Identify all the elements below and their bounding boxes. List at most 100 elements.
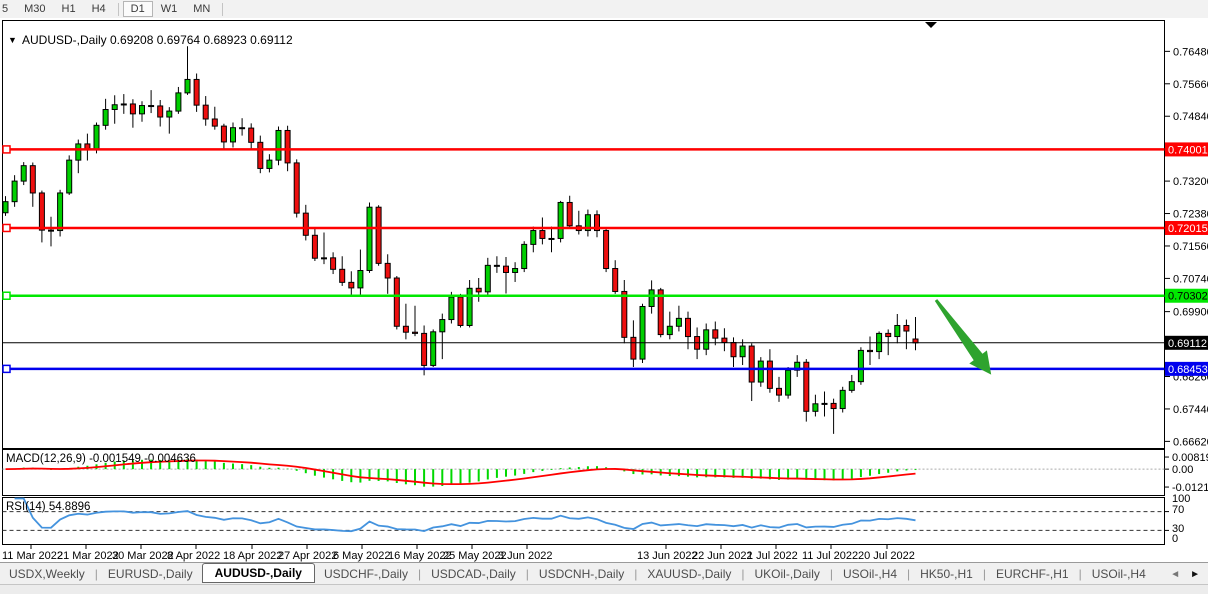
tab-scroll-controls: ◄ ► <box>1162 569 1208 580</box>
candle <box>302 212 309 236</box>
rsi-label: RSI(14) 54.8896 <box>6 501 90 513</box>
hline-anchor[interactable] <box>2 291 11 300</box>
candle <box>66 159 73 194</box>
date-tick-label: 20 Jul 2022 <box>858 550 915 562</box>
candle <box>220 125 227 143</box>
candle <box>384 262 391 279</box>
date-tick-label: 18 Apr 2022 <box>223 550 282 562</box>
tab-scroll-left-icon[interactable]: ◄ <box>1170 568 1181 580</box>
candle <box>803 361 810 412</box>
chart-tab-ukoil-daily[interactable]: UKOil-,Daily <box>754 567 820 581</box>
candle <box>439 319 446 333</box>
candle <box>503 265 509 273</box>
candle <box>757 360 764 383</box>
tab-separator: | <box>829 567 833 581</box>
timeframe-button-w1[interactable]: W1 <box>160 3 178 15</box>
rsi-scale-label: 70 <box>1172 504 1184 516</box>
candle <box>111 104 118 111</box>
timeframe-button-mn[interactable]: MN <box>193 3 211 15</box>
timeframe-button-5[interactable]: 5 <box>2 3 9 15</box>
candle <box>266 159 273 169</box>
candle <box>612 268 619 292</box>
chart-tabs: USDX,Weekly | EURUSD-,Daily AUDUSD-,Daily US… <box>0 562 1208 585</box>
candle <box>230 127 236 143</box>
chart-shift-marker-icon[interactable] <box>925 22 937 28</box>
tab-scroll-right-icon[interactable]: ► <box>1190 568 1200 580</box>
candle <box>412 331 418 334</box>
candle <box>466 287 473 326</box>
chart-tab-xauusd-daily[interactable]: XAUUSD-,Daily <box>647 567 732 581</box>
timeframe-button-d1[interactable]: D1 <box>122 1 153 17</box>
candle <box>776 387 782 396</box>
candle <box>375 206 382 264</box>
chart-tab-eurusd-daily[interactable]: EURUSD-,Daily <box>107 567 193 581</box>
candle <box>557 201 564 239</box>
date-tick-label: 13 Jun 2022 <box>637 550 698 562</box>
date-tick-label: 3 Jun 2022 <box>498 550 552 562</box>
hline-anchor[interactable] <box>2 364 11 374</box>
tab-separator: | <box>741 567 745 581</box>
chart-tab-audusd-daily[interactable]: AUDUSD-,Daily <box>201 563 315 583</box>
candle <box>484 264 491 293</box>
chart-tab-usdcad-daily[interactable]: USDCAD-,Daily <box>431 567 516 581</box>
hline-anchor[interactable] <box>2 223 11 233</box>
hline-anchor[interactable] <box>2 145 11 154</box>
rsi-scale-label: 100 <box>1172 493 1190 505</box>
candle <box>584 214 591 232</box>
candle <box>739 345 746 358</box>
candle <box>38 192 45 231</box>
toolbar-separator <box>222 2 224 16</box>
candle <box>830 402 837 410</box>
timeframe-button-h4[interactable]: H4 <box>91 3 106 15</box>
candle <box>11 180 18 203</box>
chart-tab-usdx-weekly[interactable]: USDX,Weekly <box>9 567 85 581</box>
candle <box>202 104 209 120</box>
macd-panel <box>2 449 1165 496</box>
candle <box>566 201 573 227</box>
timeframe-button-m30[interactable]: M30 <box>24 3 46 15</box>
price-badge-label: 0.68453 <box>1168 364 1208 376</box>
candle <box>657 289 664 336</box>
trend-arrow-annotation[interactable] <box>934 299 992 375</box>
timeframe-toolbar: 5 M30 H1 H4 D1 W1 MN <box>0 0 1208 19</box>
candle <box>430 331 437 366</box>
date-tick-label: 6 May 2022 <box>333 550 390 562</box>
candle <box>794 361 801 371</box>
candle <box>129 103 136 115</box>
candle <box>339 268 346 283</box>
date-tick-label: 22 Jun 2022 <box>692 550 753 562</box>
candle <box>912 338 919 344</box>
chart-tab-usdcnh-daily[interactable]: USDCNH-,Daily <box>538 567 625 581</box>
chart-tab-usoil-h4[interactable]: USOil-,H4 <box>842 567 897 581</box>
candle <box>29 165 36 194</box>
rsi-scale-label: 0 <box>1172 533 1178 545</box>
tab-separator: | <box>417 567 422 581</box>
candle <box>821 402 828 405</box>
date-tick-label: 8 Apr 2022 <box>167 550 220 562</box>
candle <box>357 269 364 289</box>
candle <box>857 349 864 383</box>
candle <box>448 296 455 321</box>
price-badge-label: 0.70302 <box>1168 291 1208 303</box>
candle <box>184 78 191 94</box>
timeframe-button-h1[interactable]: H1 <box>61 3 76 15</box>
chart-tab-usoil-h4[interactable]: USOil-,H4 <box>1091 567 1146 581</box>
macd-signal-line <box>5 459 916 486</box>
date-tick-label: 30 Mar 2022 <box>112 550 174 562</box>
candle <box>903 324 910 332</box>
candle <box>785 369 792 396</box>
candle <box>211 118 218 127</box>
chart-tab-hk50-h1[interactable]: HK50-,H1 <box>920 567 973 581</box>
candle <box>175 92 182 112</box>
candle <box>639 305 646 360</box>
candle <box>675 317 682 327</box>
candle <box>93 124 100 150</box>
chart-tab-usdchf-daily[interactable]: USDCHF-,Daily <box>323 567 408 581</box>
chart-tab-eurchf-h1[interactable]: EURCHF-,H1 <box>995 567 1069 581</box>
candle <box>885 332 892 338</box>
